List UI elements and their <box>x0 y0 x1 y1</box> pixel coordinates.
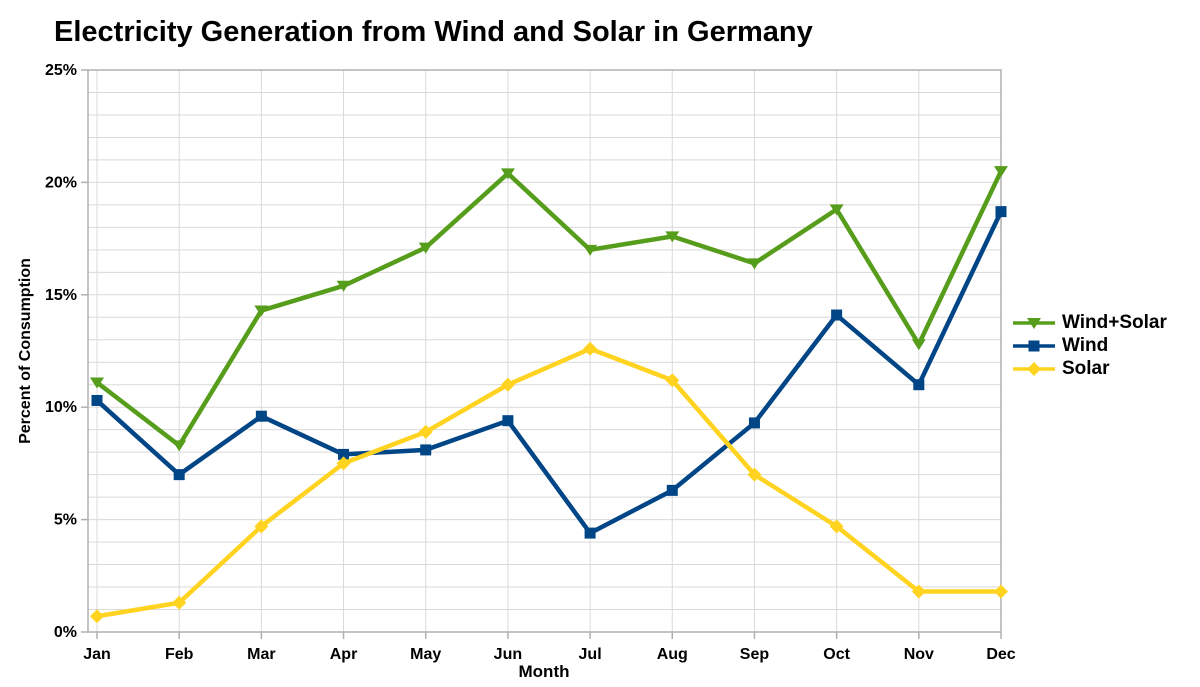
x-tick-label: Dec <box>986 646 1015 663</box>
triangle-down-marker <box>994 166 1008 178</box>
diamond-marker <box>500 377 515 392</box>
square-marker <box>666 484 678 496</box>
legend-item-solar: Solar <box>1012 358 1167 380</box>
x-tick-label: Nov <box>904 646 934 663</box>
y-tick-label: 25% <box>45 62 77 79</box>
series-line-wind-solar <box>94 168 1004 448</box>
chart-title: Electricity Generation from Wind and Sol… <box>54 16 813 48</box>
legend-label-solar: Solar <box>1062 358 1110 379</box>
diamond-marker <box>829 519 844 534</box>
gridlines <box>88 69 1002 633</box>
y-tick-label: 20% <box>45 174 77 191</box>
square-marker <box>173 469 185 481</box>
triangle-down-marker <box>665 231 680 243</box>
square-marker <box>995 206 1007 218</box>
square-marker <box>748 417 760 429</box>
triangle-down-marker <box>418 242 433 254</box>
square-marker <box>1028 340 1040 352</box>
triangle-down-marker <box>90 377 104 389</box>
triangle-down-marker <box>254 305 269 317</box>
x-tick-label: Sep <box>740 646 770 663</box>
square-marker <box>255 410 267 422</box>
plot-border <box>87 69 1002 633</box>
x-tick-label: Feb <box>165 646 194 663</box>
square-marker <box>91 394 103 406</box>
series-line-solar <box>94 346 1004 619</box>
triangle-down-marker <box>172 440 187 452</box>
legend: Wind+Solar Wind Solar <box>1012 312 1167 380</box>
x-tick-label: Apr <box>330 646 358 663</box>
y-tick-label: 5% <box>54 512 77 529</box>
legend-key-solar <box>1013 362 1055 376</box>
axis-ticks: 0% 5% 10% 15% 20% 25% Jan Feb Mar Apr May Jun Jul Aug… <box>45 62 1016 663</box>
diamond-marker <box>665 373 680 388</box>
legend-key-wind <box>1013 340 1055 352</box>
diamond-marker <box>1027 362 1041 376</box>
triangle-down-marker <box>336 280 351 292</box>
y-tick-label: 15% <box>45 287 77 304</box>
x-tick-label: May <box>410 646 441 663</box>
legend-key-wind-solar <box>1013 318 1055 329</box>
series-wind <box>91 206 1007 539</box>
diamond-marker <box>747 467 762 482</box>
diamond-marker <box>911 584 926 599</box>
diamond-marker <box>336 456 351 471</box>
x-tick-label: Mar <box>247 646 275 663</box>
square-marker <box>420 444 432 456</box>
x-tick-label: Jun <box>494 646 522 663</box>
x-tick-label: Jan <box>83 646 111 663</box>
series-solar <box>90 341 1008 624</box>
series-wind-solar <box>90 166 1008 452</box>
diamond-marker <box>994 584 1008 599</box>
square-marker <box>338 448 350 460</box>
square-marker <box>584 527 596 539</box>
y-tick-label: 0% <box>54 624 77 641</box>
legend-item-wind-solar: Wind+Solar <box>1012 312 1167 334</box>
triangle-down-marker <box>583 244 598 256</box>
series-line-wind <box>94 209 1004 536</box>
triangle-down-marker <box>829 204 844 216</box>
x-tick-label: Aug <box>657 646 688 663</box>
square-marker <box>913 379 925 391</box>
diamond-marker <box>418 424 433 439</box>
legend-item-wind: Wind <box>1012 335 1167 357</box>
diamond-marker <box>254 519 269 534</box>
square-marker <box>502 415 514 427</box>
y-tick-label: 10% <box>45 399 77 416</box>
triangle-down-marker <box>747 258 762 270</box>
x-tick-label: Jul <box>579 646 602 663</box>
triangle-down-marker <box>500 168 515 180</box>
legend-label-wind: Wind <box>1062 335 1109 356</box>
diamond-marker <box>583 341 598 356</box>
x-axis-title: Month <box>518 662 570 681</box>
legend-label-wind-solar: Wind+Solar <box>1062 312 1167 333</box>
square-marker <box>831 309 843 321</box>
triangle-down-marker <box>911 339 926 351</box>
diamond-marker <box>90 609 104 624</box>
triangle-down-marker <box>1027 318 1041 329</box>
x-tick-label: Oct <box>823 646 850 663</box>
diamond-marker <box>172 595 187 610</box>
